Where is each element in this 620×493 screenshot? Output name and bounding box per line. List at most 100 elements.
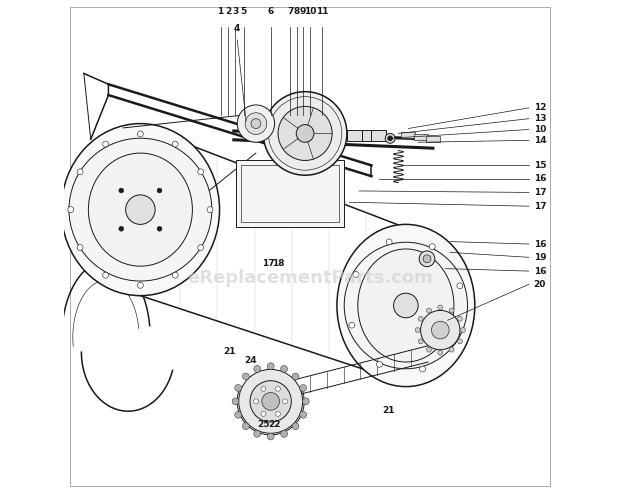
- Circle shape: [418, 339, 423, 344]
- Circle shape: [254, 365, 260, 372]
- Circle shape: [250, 381, 291, 422]
- Circle shape: [292, 423, 299, 430]
- Bar: [426, 137, 440, 142]
- Circle shape: [138, 131, 143, 137]
- Bar: [347, 130, 361, 141]
- Circle shape: [458, 339, 463, 344]
- Circle shape: [157, 188, 162, 193]
- Circle shape: [261, 412, 266, 416]
- Circle shape: [207, 207, 213, 212]
- Text: 25: 25: [257, 420, 270, 428]
- Circle shape: [427, 308, 432, 313]
- Circle shape: [427, 347, 432, 352]
- Circle shape: [349, 322, 355, 328]
- Bar: [361, 130, 376, 141]
- Text: 24: 24: [245, 355, 257, 365]
- Circle shape: [461, 328, 466, 333]
- Ellipse shape: [89, 153, 192, 266]
- Circle shape: [429, 244, 435, 249]
- Text: 8: 8: [294, 7, 300, 16]
- Circle shape: [77, 245, 83, 250]
- Circle shape: [419, 251, 435, 267]
- Circle shape: [264, 92, 347, 175]
- Text: 13: 13: [534, 114, 546, 123]
- Text: 2: 2: [225, 7, 231, 16]
- Text: 21: 21: [383, 406, 395, 415]
- Circle shape: [254, 399, 259, 404]
- Text: 16: 16: [534, 267, 546, 276]
- Text: 21: 21: [224, 347, 236, 356]
- FancyBboxPatch shape: [236, 160, 345, 227]
- Text: 4: 4: [234, 24, 241, 33]
- Text: 22: 22: [268, 420, 281, 428]
- Circle shape: [268, 97, 342, 170]
- Circle shape: [254, 430, 260, 437]
- Text: 17: 17: [534, 202, 546, 211]
- Circle shape: [299, 385, 306, 391]
- Ellipse shape: [337, 224, 475, 387]
- Text: 1: 1: [218, 7, 224, 16]
- Circle shape: [157, 226, 162, 231]
- Text: 16: 16: [534, 174, 546, 183]
- Circle shape: [418, 317, 423, 321]
- Circle shape: [432, 321, 449, 339]
- Circle shape: [242, 423, 249, 430]
- Text: 19: 19: [534, 253, 546, 262]
- Circle shape: [235, 411, 242, 418]
- Text: 11: 11: [316, 7, 329, 16]
- Bar: [371, 130, 386, 141]
- Text: 15: 15: [534, 161, 546, 170]
- Circle shape: [303, 398, 309, 405]
- Text: 16: 16: [534, 240, 546, 248]
- Circle shape: [261, 387, 266, 391]
- Text: 17: 17: [262, 259, 275, 268]
- Circle shape: [242, 373, 249, 380]
- Circle shape: [292, 373, 299, 380]
- Circle shape: [296, 125, 314, 142]
- Circle shape: [420, 366, 425, 372]
- Text: 14: 14: [534, 136, 546, 145]
- Circle shape: [438, 350, 443, 355]
- Circle shape: [119, 188, 124, 193]
- Text: 10: 10: [304, 7, 316, 16]
- Circle shape: [453, 334, 459, 340]
- Text: 3: 3: [232, 7, 239, 16]
- Circle shape: [235, 385, 242, 391]
- Circle shape: [275, 412, 280, 416]
- Circle shape: [283, 399, 288, 404]
- Ellipse shape: [344, 242, 467, 369]
- Circle shape: [388, 136, 392, 141]
- Circle shape: [172, 272, 178, 278]
- Circle shape: [449, 347, 454, 352]
- Circle shape: [198, 245, 203, 250]
- Circle shape: [458, 317, 463, 321]
- Circle shape: [278, 106, 332, 160]
- Circle shape: [353, 272, 359, 278]
- Text: 17: 17: [534, 188, 546, 197]
- Circle shape: [267, 363, 274, 370]
- Circle shape: [420, 311, 460, 350]
- Circle shape: [77, 169, 83, 175]
- Circle shape: [385, 134, 395, 143]
- Circle shape: [103, 272, 108, 278]
- Text: 5: 5: [241, 7, 247, 16]
- Circle shape: [376, 361, 383, 367]
- Text: 6: 6: [268, 7, 274, 16]
- Circle shape: [138, 282, 143, 288]
- Circle shape: [423, 255, 431, 263]
- Circle shape: [251, 119, 261, 129]
- Text: 18: 18: [272, 259, 285, 268]
- Circle shape: [299, 411, 306, 418]
- Circle shape: [394, 293, 418, 318]
- Circle shape: [68, 207, 74, 212]
- Text: 10: 10: [534, 125, 546, 134]
- Circle shape: [119, 226, 124, 231]
- Circle shape: [457, 283, 463, 289]
- Circle shape: [262, 392, 280, 410]
- Circle shape: [438, 305, 443, 310]
- Circle shape: [281, 365, 288, 372]
- Circle shape: [267, 433, 274, 440]
- Ellipse shape: [61, 124, 219, 296]
- Text: eReplacementParts.com: eReplacementParts.com: [187, 270, 433, 287]
- Circle shape: [415, 328, 420, 333]
